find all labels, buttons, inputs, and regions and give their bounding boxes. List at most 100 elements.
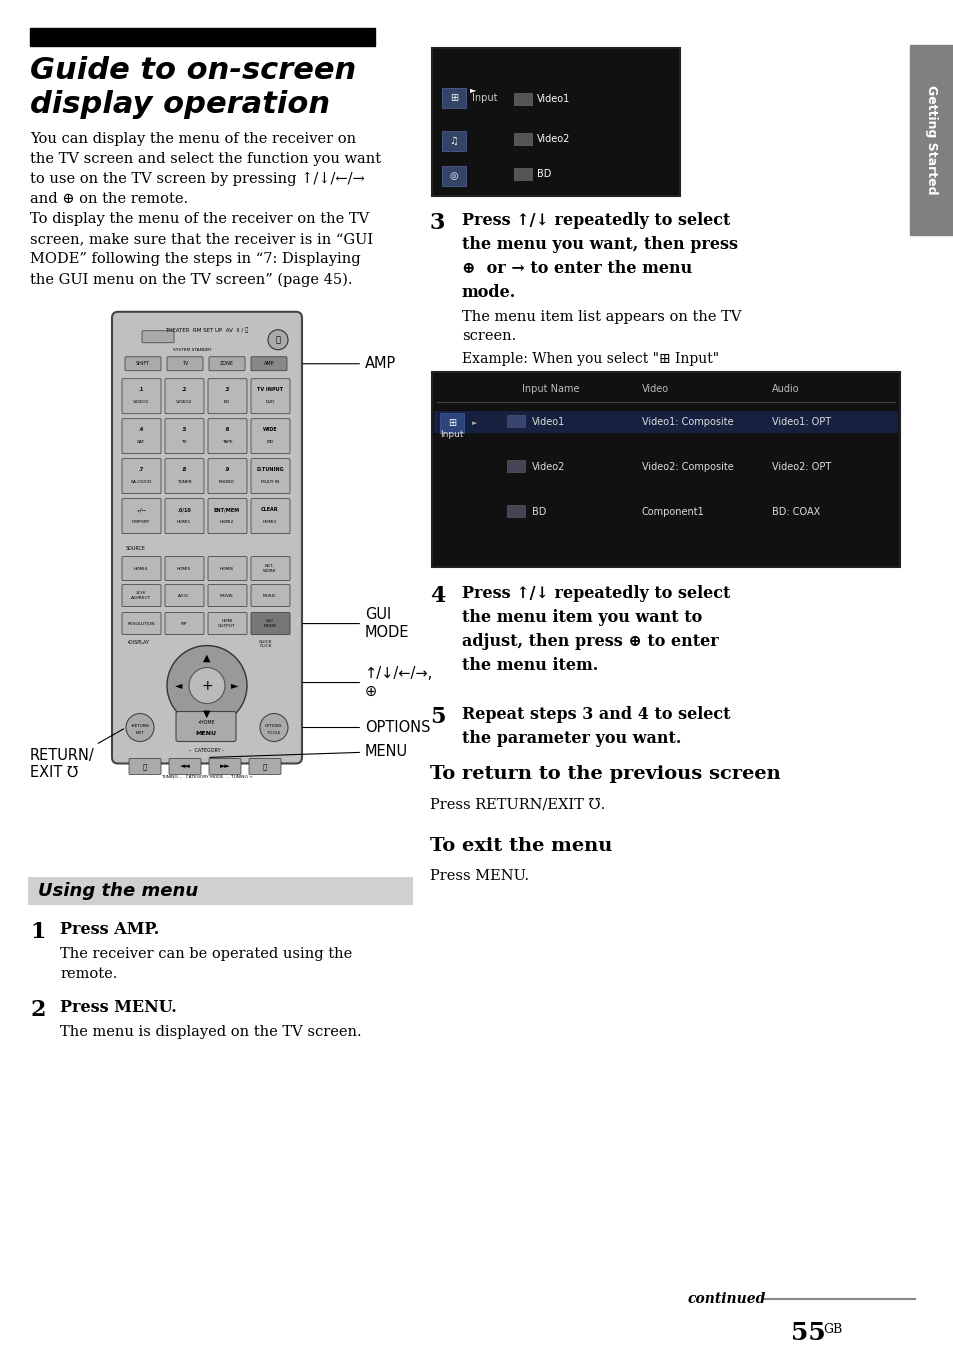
Text: Press MENU.: Press MENU. xyxy=(60,999,176,1017)
Text: Video2: Video2 xyxy=(537,134,570,143)
Text: To exit the menu: To exit the menu xyxy=(430,837,612,856)
Text: •RETURN/: •RETURN/ xyxy=(131,723,150,727)
FancyBboxPatch shape xyxy=(208,612,247,634)
FancyBboxPatch shape xyxy=(251,357,287,370)
Text: ZONE: ZONE xyxy=(220,361,233,366)
Bar xyxy=(28,877,413,906)
Text: THEATER  RM SET UP  AV  II / ⌛: THEATER RM SET UP AV II / ⌛ xyxy=(165,327,249,334)
Text: Guide to on-screen: Guide to on-screen xyxy=(30,55,355,85)
FancyBboxPatch shape xyxy=(122,584,161,607)
Text: ◄: ◄ xyxy=(175,680,183,691)
Text: D.TUNING: D.TUNING xyxy=(256,468,283,472)
Text: Component1: Component1 xyxy=(641,507,704,516)
Text: ⊞: ⊞ xyxy=(448,418,456,427)
FancyBboxPatch shape xyxy=(122,419,161,454)
Text: GB: GB xyxy=(822,1324,841,1336)
Text: ▼: ▼ xyxy=(203,708,211,718)
Text: Video1: OPT: Video1: OPT xyxy=(771,416,830,427)
Bar xyxy=(441,88,465,108)
Text: Press AMP.: Press AMP. xyxy=(60,921,159,938)
Text: Input Name: Input Name xyxy=(521,384,578,393)
Text: ♫: ♫ xyxy=(449,137,457,146)
Circle shape xyxy=(126,714,153,741)
Text: GUI
MODE: GUI MODE xyxy=(263,619,276,627)
Text: HDMI
OUTPUT: HDMI OUTPUT xyxy=(218,619,235,627)
Text: ◎: ◎ xyxy=(449,170,457,181)
Text: TUNER: TUNER xyxy=(176,480,192,484)
Text: –  CATEGORY –: – CATEGORY – xyxy=(189,748,225,753)
FancyBboxPatch shape xyxy=(251,379,290,414)
Text: OPTIONS: OPTIONS xyxy=(302,721,430,735)
FancyBboxPatch shape xyxy=(251,499,290,534)
FancyBboxPatch shape xyxy=(208,419,247,454)
Text: HDMI1: HDMI1 xyxy=(176,519,191,523)
Text: TV: TV xyxy=(181,439,187,443)
Bar xyxy=(432,47,679,196)
Text: .-/--: .-/-- xyxy=(136,507,146,512)
FancyBboxPatch shape xyxy=(208,458,247,493)
FancyBboxPatch shape xyxy=(249,758,281,775)
Text: ENT/MEM: ENT/MEM xyxy=(213,507,240,512)
Text: SYSTEM STANDBY: SYSTEM STANDBY xyxy=(172,347,211,352)
Text: Repeat steps 3 and 4 to select
the parameter you want.: Repeat steps 3 and 4 to select the param… xyxy=(461,706,730,746)
Text: DVD: DVD xyxy=(265,400,274,404)
FancyBboxPatch shape xyxy=(112,312,302,764)
Text: ►: ► xyxy=(231,680,238,691)
Text: Video1: Video1 xyxy=(532,416,565,427)
FancyBboxPatch shape xyxy=(251,584,290,607)
Bar xyxy=(506,504,524,516)
Text: SHIFT: SHIFT xyxy=(136,361,150,366)
Text: BD: BD xyxy=(537,169,551,178)
Text: AMP: AMP xyxy=(302,357,395,372)
FancyBboxPatch shape xyxy=(122,557,161,580)
FancyBboxPatch shape xyxy=(251,557,290,580)
Bar xyxy=(434,411,897,433)
Text: HDMI4: HDMI4 xyxy=(133,566,148,571)
Text: Example: When you select "⊞ Input": Example: When you select "⊞ Input" xyxy=(461,352,719,366)
FancyBboxPatch shape xyxy=(251,419,290,454)
FancyBboxPatch shape xyxy=(175,711,235,741)
Text: Video2: OPT: Video2: OPT xyxy=(771,461,830,472)
Text: 3: 3 xyxy=(430,212,445,234)
FancyBboxPatch shape xyxy=(142,331,173,343)
Text: Video1: Video1 xyxy=(537,93,570,104)
Text: ⏮: ⏮ xyxy=(143,763,147,769)
FancyBboxPatch shape xyxy=(125,357,161,370)
Text: Press ↑/↓ repeatedly to select
the menu you want, then press
⊕  or → to enter th: Press ↑/↓ repeatedly to select the menu … xyxy=(461,212,738,301)
Bar xyxy=(441,131,465,151)
FancyBboxPatch shape xyxy=(165,612,204,634)
Text: .2: .2 xyxy=(181,387,187,392)
FancyBboxPatch shape xyxy=(208,499,247,534)
Text: ↑/↓/←/→,
⊕: ↑/↓/←/→, ⊕ xyxy=(302,667,433,699)
Text: HDMI2: HDMI2 xyxy=(219,519,233,523)
FancyBboxPatch shape xyxy=(251,612,290,634)
FancyBboxPatch shape xyxy=(165,458,204,493)
Text: .1: .1 xyxy=(138,387,144,392)
FancyBboxPatch shape xyxy=(122,499,161,534)
Text: Input: Input xyxy=(439,430,463,439)
Text: .9: .9 xyxy=(224,468,230,472)
Text: GUI
MODE: GUI MODE xyxy=(302,607,409,639)
Text: ⏭: ⏭ xyxy=(263,763,267,769)
Text: .8: .8 xyxy=(181,468,187,472)
Text: BD: BD xyxy=(532,507,546,516)
Text: RESOLUTION: RESOLUTION xyxy=(127,622,154,626)
Text: SA-CD/CD: SA-CD/CD xyxy=(131,480,152,484)
Text: The menu item list appears on the TV
screen.: The menu item list appears on the TV scr… xyxy=(461,310,740,343)
Text: Video: Video xyxy=(641,384,668,393)
Text: AMP: AMP xyxy=(263,361,274,366)
Text: NET-
WORK: NET- WORK xyxy=(263,564,276,573)
FancyBboxPatch shape xyxy=(165,419,204,454)
FancyBboxPatch shape xyxy=(122,612,161,634)
Text: HDMI5: HDMI5 xyxy=(176,566,191,571)
Text: A.F.D.: A.F.D. xyxy=(178,594,190,598)
Text: TV: TV xyxy=(182,361,188,366)
Text: To return to the previous screen: To return to the previous screen xyxy=(430,765,780,784)
Text: HDMI3: HDMI3 xyxy=(263,519,276,523)
Text: ⏻: ⏻ xyxy=(275,335,280,345)
Text: Video1: Composite: Video1: Composite xyxy=(641,416,733,427)
Circle shape xyxy=(189,668,225,703)
Text: •DISPLAY: •DISPLAY xyxy=(126,639,149,645)
Bar xyxy=(432,372,899,566)
Text: TUNING –   CATEGORY MODE   – TUNING +: TUNING – CATEGORY MODE – TUNING + xyxy=(161,776,253,780)
